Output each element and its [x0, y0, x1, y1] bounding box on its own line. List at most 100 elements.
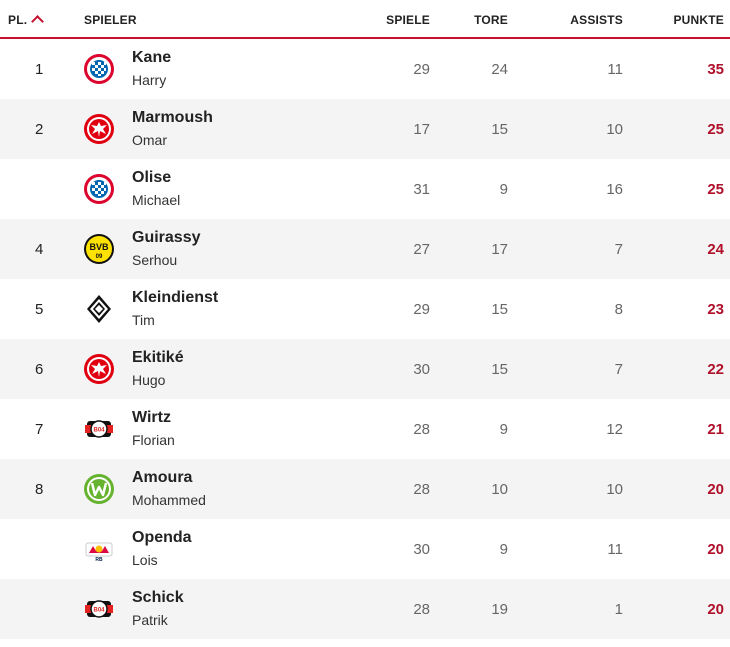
- wolfsburg-logo-icon: [83, 473, 115, 505]
- rank-cell: 8: [35, 481, 44, 498]
- player-last-name[interactable]: Amoura: [132, 469, 193, 486]
- assists-cell: 1: [614, 601, 623, 618]
- points-cell: 25: [707, 121, 724, 138]
- points-cell: 20: [707, 541, 724, 558]
- points-cell: 20: [707, 601, 724, 618]
- frankfurt-logo-icon: [83, 113, 115, 145]
- assists-header[interactable]: ASSISTS: [570, 13, 623, 27]
- svg-text:RB: RB: [95, 557, 103, 563]
- games-cell: 29: [413, 61, 430, 78]
- goals-cell: 24: [491, 61, 508, 78]
- goals-cell: 19: [491, 601, 508, 618]
- rank-sort-header[interactable]: PL.: [8, 13, 45, 28]
- player-first-name: Omar: [132, 132, 167, 148]
- games-cell: 27: [413, 241, 430, 258]
- games-cell: 28: [413, 481, 430, 498]
- player-last-name[interactable]: Openda: [132, 529, 192, 546]
- table-row[interactable]: 8 Amoura Mohammed 28 10 10 20: [0, 459, 730, 519]
- goals-cell: 9: [499, 421, 508, 438]
- table-header: PL. SPIELER SPIELE TORE ASSISTS PUNKTE: [0, 0, 730, 39]
- assists-cell: 11: [607, 61, 623, 78]
- assists-cell: 10: [606, 481, 623, 498]
- table-row[interactable]: RB Openda Lois 30 9 11 20: [0, 519, 730, 579]
- assists-cell: 7: [614, 241, 623, 258]
- table-row[interactable]: 6 Ekitiké Hugo 30 15 7 22: [0, 339, 730, 399]
- assists-cell: 11: [607, 541, 623, 558]
- player-first-name: Serhou: [132, 252, 178, 268]
- table-body: 1 Kane Harry 29 24 11 35 2 Marmoush Omar…: [0, 39, 730, 639]
- games-cell: 28: [413, 601, 430, 618]
- table-row[interactable]: 4 BVB 09 Guirassy Serhou 27 17 7 24: [0, 219, 730, 279]
- games-cell: 28: [413, 421, 430, 438]
- goals-cell: 10: [491, 481, 508, 498]
- games-header[interactable]: SPIELE: [386, 13, 430, 27]
- points-cell: 24: [707, 241, 724, 258]
- leverkusen-logo-icon: B04: [83, 413, 115, 445]
- points-cell: 25: [707, 181, 724, 198]
- games-cell: 31: [413, 181, 430, 198]
- player-last-name[interactable]: Kleindienst: [132, 289, 219, 306]
- bayern-logo-icon: [83, 53, 115, 85]
- player-first-name: Tim: [132, 312, 155, 328]
- leipzig-logo-icon: RB: [83, 533, 115, 565]
- player-last-name[interactable]: Marmoush: [132, 109, 213, 126]
- games-cell: 17: [413, 121, 430, 138]
- table-row[interactable]: 7 B04 Wirtz Florian 28 9 12 21: [0, 399, 730, 459]
- gladbach-logo-icon: [83, 293, 115, 325]
- svg-text:B04: B04: [93, 608, 105, 614]
- player-last-name[interactable]: Kane: [132, 49, 172, 66]
- goals-cell: 9: [499, 541, 508, 558]
- bayern-logo-icon: [83, 173, 115, 205]
- leverkusen-logo-icon: B04: [83, 593, 115, 625]
- points-cell: 21: [707, 421, 724, 438]
- rank-cell: 2: [35, 121, 44, 138]
- player-first-name: Mohammed: [132, 492, 206, 508]
- table-row[interactable]: 1 Kane Harry 29 24 11 35: [0, 39, 730, 99]
- player-last-name[interactable]: Ekitiké: [132, 349, 184, 366]
- points-header[interactable]: PUNKTE: [673, 13, 724, 27]
- player-last-name[interactable]: Guirassy: [132, 229, 201, 246]
- svg-text:BVB: BVB: [89, 242, 109, 252]
- dortmund-logo-icon: BVB 09: [83, 233, 115, 265]
- games-cell: 30: [413, 361, 430, 378]
- goals-cell: 15: [491, 361, 508, 378]
- player-last-name[interactable]: Wirtz: [132, 409, 171, 426]
- player-first-name: Florian: [132, 432, 175, 448]
- goals-header[interactable]: TORE: [474, 13, 508, 27]
- points-cell: 22: [707, 361, 724, 378]
- points-cell: 35: [707, 61, 724, 78]
- player-first-name: Harry: [132, 72, 167, 88]
- table-row[interactable]: 5 Kleindienst Tim 29 15 8 23: [0, 279, 730, 339]
- table-row[interactable]: B04 Schick Patrik 28 19 1 20: [0, 579, 730, 639]
- games-cell: 29: [413, 301, 430, 318]
- goals-cell: 17: [491, 241, 508, 258]
- player-first-name: Lois: [132, 552, 158, 568]
- player-header[interactable]: SPIELER: [84, 13, 137, 27]
- goals-cell: 9: [499, 181, 508, 198]
- assists-cell: 8: [614, 301, 623, 318]
- rank-cell: 4: [35, 241, 44, 258]
- rank-cell: 1: [35, 61, 44, 78]
- svg-text:B04: B04: [93, 428, 105, 434]
- player-first-name: Patrik: [132, 612, 168, 628]
- frankfurt-logo-icon: [83, 353, 115, 385]
- rank-cell: 6: [35, 361, 44, 378]
- rank-header-label: PL.: [8, 13, 28, 27]
- player-first-name: Michael: [132, 192, 181, 208]
- player-first-name: Hugo: [132, 372, 166, 388]
- sort-ascending-icon: [31, 15, 45, 28]
- games-cell: 30: [413, 541, 430, 558]
- player-last-name[interactable]: Schick: [132, 589, 184, 606]
- goals-cell: 15: [491, 301, 508, 318]
- assists-cell: 7: [614, 361, 623, 378]
- assists-cell: 12: [606, 421, 623, 438]
- table-row[interactable]: Olise Michael 31 9 16 25: [0, 159, 730, 219]
- rank-cell: 7: [35, 421, 44, 438]
- points-cell: 23: [707, 301, 724, 318]
- svg-text:09: 09: [96, 254, 103, 260]
- table-row[interactable]: 2 Marmoush Omar 17 15 10 25: [0, 99, 730, 159]
- player-last-name[interactable]: Olise: [132, 169, 172, 186]
- goals-cell: 15: [491, 121, 508, 138]
- rank-cell: 5: [35, 301, 44, 318]
